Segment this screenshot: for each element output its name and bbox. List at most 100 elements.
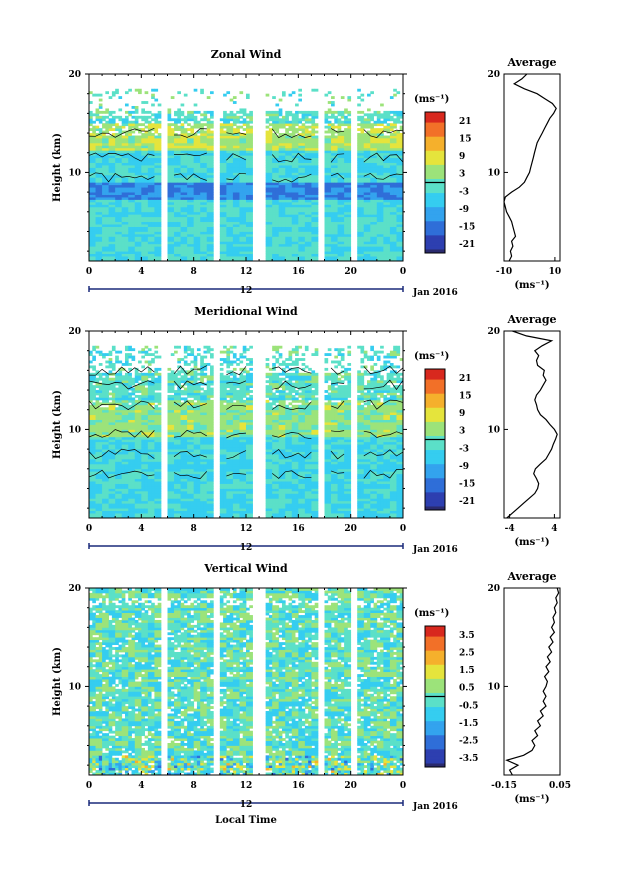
heatmap-cell: [193, 137, 198, 141]
heatmap-cell: [308, 125, 312, 129]
heatmap-cell: [288, 256, 293, 259]
heatmap-cell: [154, 169, 159, 173]
heatmap-cell: [187, 229, 191, 232]
heatmap-cell: [246, 231, 250, 235]
heatmap-cell: [327, 128, 332, 131]
heatmap-cell: [301, 226, 306, 230]
heatmap-cell: [98, 142, 103, 146]
heatmap-cell: [357, 103, 361, 107]
heatmap-cell: [196, 216, 201, 220]
heatmap-cell: [265, 221, 270, 225]
heatmap-cell: [223, 118, 227, 122]
heatmap-cell: [111, 214, 116, 218]
heatmap-cell: [121, 165, 126, 168]
heatmap-cell: [281, 256, 286, 259]
heatmap-cell: [331, 123, 335, 127]
heatmap-cell: [360, 189, 365, 193]
heatmap-cell: [344, 115, 348, 119]
heatmap-cell: [301, 224, 306, 227]
heatmap-cell: [203, 258, 208, 262]
heatmap-cell: [367, 231, 371, 235]
heatmap-cell: [383, 120, 388, 124]
heatmap-cell: [223, 142, 227, 146]
heatmap-cell: [170, 152, 175, 156]
heatmap-cell: [98, 236, 103, 240]
heatmap-cell: [239, 137, 244, 141]
heatmap-cell: [138, 165, 142, 168]
heatmap-cell: [138, 182, 142, 186]
heatmap-cell: [367, 214, 371, 218]
heatmap-cell: [180, 169, 185, 173]
heatmap-cell: [376, 206, 381, 210]
heatmap-cell: [275, 246, 280, 250]
heatmap-cell: [115, 226, 119, 230]
heatmap-cell: [174, 251, 178, 255]
heatmap-cell: [232, 172, 237, 176]
heatmap-cell: [190, 142, 195, 146]
heatmap-cell: [268, 219, 273, 223]
heatmap-cell: [141, 152, 145, 156]
heatmap-cell: [157, 155, 162, 159]
heatmap-cell: [389, 236, 394, 240]
heatmap-cell: [393, 123, 397, 127]
heatmap-cell: [134, 182, 139, 186]
heatmap-cell: [363, 147, 368, 151]
heatmap-cell: [183, 243, 188, 247]
heatmap-cell: [193, 115, 198, 119]
heatmap-cell: [105, 206, 110, 210]
heatmap-cell: [200, 192, 204, 195]
heatmap-cell: [232, 229, 237, 232]
heatmap-cell: [268, 241, 273, 245]
heatmap-cell: [144, 115, 149, 119]
heatmap-cell: [285, 253, 289, 257]
heatmap-cell: [265, 160, 270, 163]
heatmap-cell: [268, 211, 273, 215]
heatmap-cell: [246, 130, 250, 134]
heatmap-cell: [347, 209, 352, 213]
heatmap-cell: [367, 189, 371, 193]
heatmap-cell: [134, 172, 139, 176]
heatmap-cell: [157, 243, 162, 247]
heatmap-cell: [187, 147, 191, 151]
heatmap-cell: [298, 172, 302, 176]
heatmap-cell: [138, 157, 142, 161]
heatmap-cell: [357, 165, 361, 168]
heatmap-cell: [180, 142, 185, 146]
heatmap-cell: [249, 177, 253, 181]
heatmap-cell: [239, 206, 244, 210]
heatmap-cell: [180, 184, 185, 188]
heatmap-cell: [373, 224, 378, 227]
heatmap-cell: [236, 110, 240, 114]
heatmap-cell: [144, 157, 149, 161]
heatmap-cell: [281, 142, 286, 146]
heatmap-cell: [363, 142, 368, 146]
heatmap-cell: [141, 253, 145, 257]
heatmap-cell: [138, 229, 142, 232]
heatmap-cell: [327, 145, 332, 149]
heatmap-cell: [370, 256, 374, 259]
heatmap-cell: [298, 145, 302, 149]
heatmap-cell: [177, 108, 181, 112]
heatmap-cell: [157, 120, 162, 124]
heatmap-cell: [367, 108, 371, 112]
heatmap-cell: [347, 137, 352, 141]
heatmap-cell: [301, 125, 306, 129]
heatmap-cell: [327, 241, 332, 245]
heatmap-cell: [232, 258, 237, 262]
heatmap-cell: [115, 241, 119, 245]
heatmap-cell: [219, 233, 224, 237]
heatmap-cell: [89, 246, 93, 250]
heatmap-cell: [239, 224, 244, 227]
heatmap-cell: [327, 189, 332, 193]
heatmap-cell: [138, 169, 142, 173]
heatmap-cell: [118, 258, 123, 262]
heatmap-cell: [376, 246, 381, 250]
heatmap-cell: [360, 226, 365, 230]
heatmap-cell: [304, 251, 309, 255]
heatmap-cell: [340, 209, 345, 213]
heatmap-cell: [111, 145, 116, 149]
heatmap-cell: [311, 110, 316, 114]
heatmap-cell: [324, 231, 329, 235]
heatmap-cell: [324, 221, 329, 225]
heatmap-cell: [331, 187, 335, 191]
